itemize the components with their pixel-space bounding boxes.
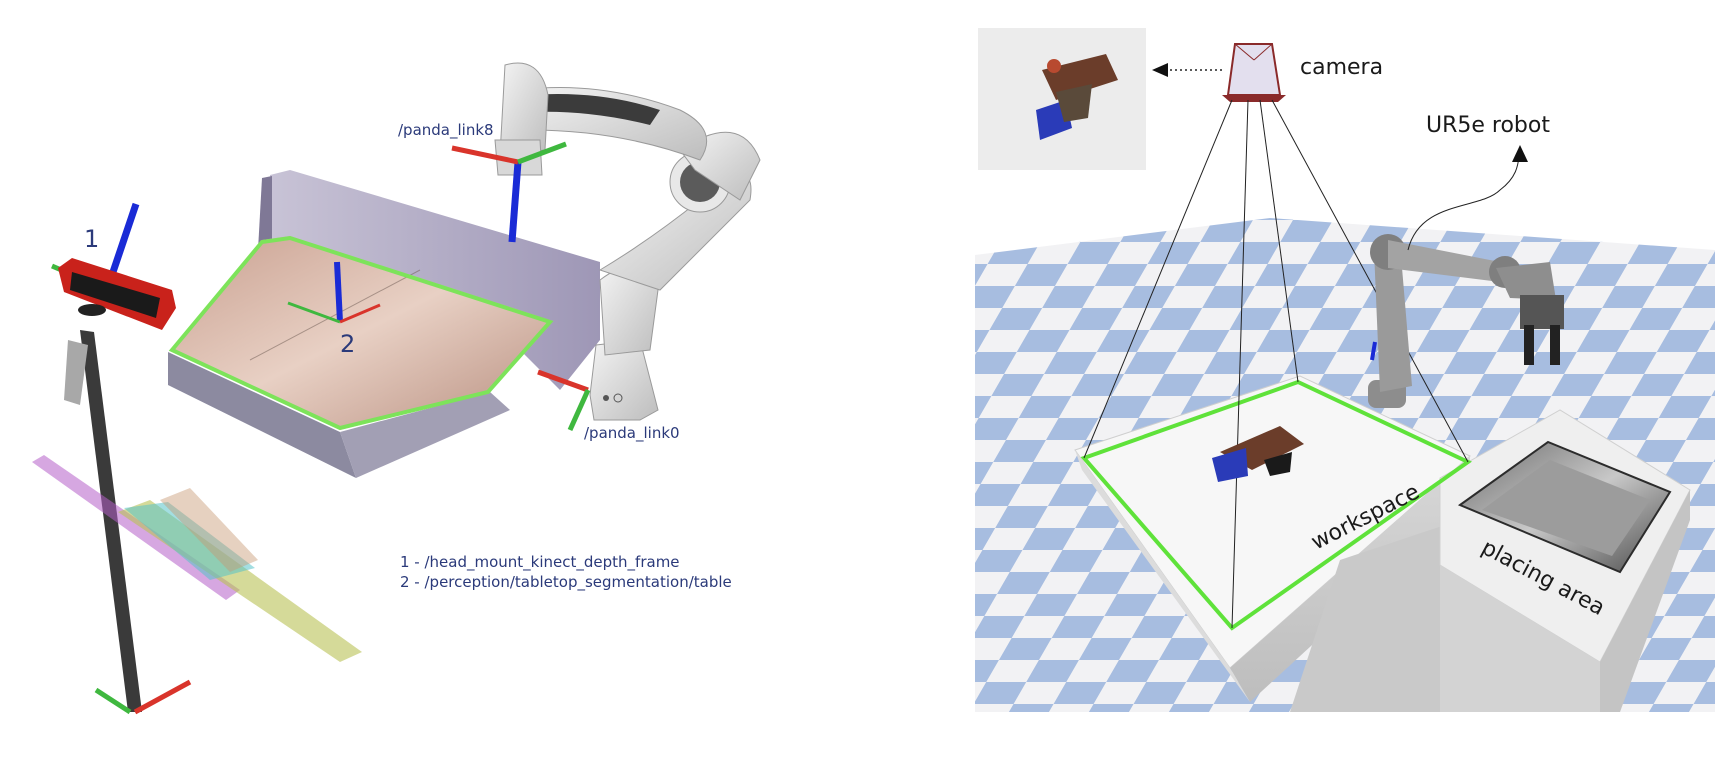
marker-1-label: 1 bbox=[84, 225, 99, 253]
grasp-object bbox=[1212, 426, 1304, 482]
ur5e-robot bbox=[1368, 234, 1564, 408]
placing-area-table bbox=[1439, 409, 1691, 712]
point-cloud-table bbox=[168, 236, 550, 478]
simulation-scene-panel: camera bbox=[860, 0, 1730, 764]
table-frame-axes bbox=[287, 261, 381, 324]
kinect-pole bbox=[64, 330, 142, 712]
ur5e-label-arrow bbox=[1407, 145, 1528, 251]
camera-to-inset-arrow bbox=[1152, 63, 1222, 77]
camera-label: camera bbox=[1300, 55, 1383, 80]
kinect-sensor bbox=[51, 202, 176, 330]
camera-icon bbox=[1222, 43, 1286, 102]
legend-line-1: 1 - /head_mount_kinect_depth_frame bbox=[400, 553, 680, 572]
camera-view-inset bbox=[978, 28, 1146, 170]
inset-object bbox=[1036, 54, 1118, 140]
panda-link8-label: /panda_link8 bbox=[398, 121, 494, 140]
panda-link8-axes bbox=[451, 141, 567, 243]
panda-link0-axes bbox=[537, 369, 591, 432]
rviz-scene-panel: /panda_link8 /panda_link0 1 2 1 - /head_… bbox=[0, 0, 860, 764]
marker-2-label: 2 bbox=[340, 330, 355, 358]
panda-link0-label: /panda_link0 bbox=[584, 424, 680, 443]
table-segmentation-outline bbox=[168, 235, 554, 431]
ur5e-label: UR5e robot bbox=[1426, 113, 1550, 138]
panda-robot-arm bbox=[494, 62, 761, 421]
camera-frustum bbox=[1083, 99, 1469, 629]
simulation-scene: camera bbox=[975, 28, 1715, 712]
collision-planes bbox=[32, 455, 362, 662]
workspace-table bbox=[1074, 375, 1471, 712]
legend-line-2: 2 - /perception/tabletop_segmentation/ta… bbox=[400, 573, 732, 592]
rviz-scene: /panda_link8 /panda_link0 1 2 1 - /head_… bbox=[32, 62, 761, 715]
base-axes bbox=[94, 679, 192, 715]
